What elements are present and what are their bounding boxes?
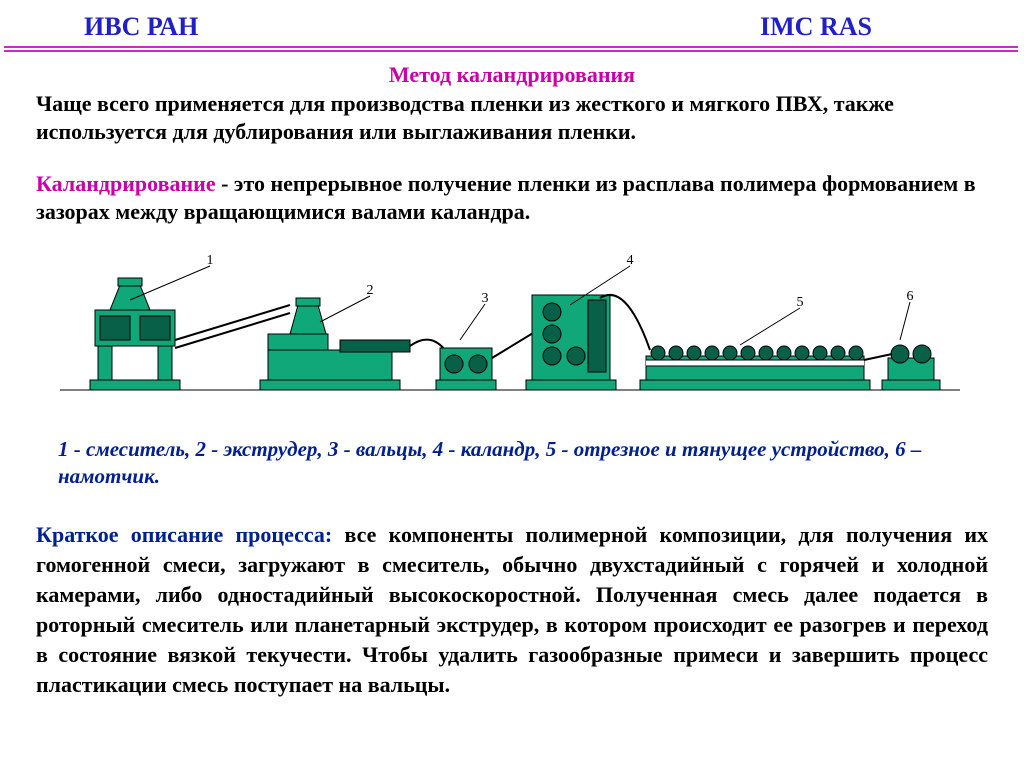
svg-text:2: 2 <box>367 283 374 298</box>
header-divider-bottom <box>4 50 1018 52</box>
svg-text:4: 4 <box>627 253 634 268</box>
svg-text:6: 6 <box>907 289 914 304</box>
process-body: все компоненты полимерной композиции, дл… <box>36 522 988 697</box>
header-org-left: ИВС РАН <box>84 12 198 42</box>
definition-term: Каландрирование <box>36 171 216 196</box>
svg-text:1: 1 <box>207 253 214 268</box>
header-divider-top <box>4 46 1018 48</box>
process-description: Краткое описание процесса: все компонент… <box>36 520 988 700</box>
process-lead: Краткое описание процесса: <box>36 522 332 547</box>
svg-text:5: 5 <box>797 295 804 310</box>
process-diagram: 1 2 3 4 5 6 <box>40 250 980 410</box>
svg-text:3: 3 <box>482 291 489 306</box>
diagram-legend: 1 - смеситель, 2 - экструдер, 3 - вальцы… <box>58 436 958 490</box>
intro-paragraph: Чаще всего применяется для производства … <box>36 90 986 146</box>
section-title: Метод каландрирования <box>0 62 1024 88</box>
header-org-right: IMC RAS <box>760 12 872 42</box>
definition-paragraph: Каландрирование - это непрерывное получе… <box>36 170 986 226</box>
